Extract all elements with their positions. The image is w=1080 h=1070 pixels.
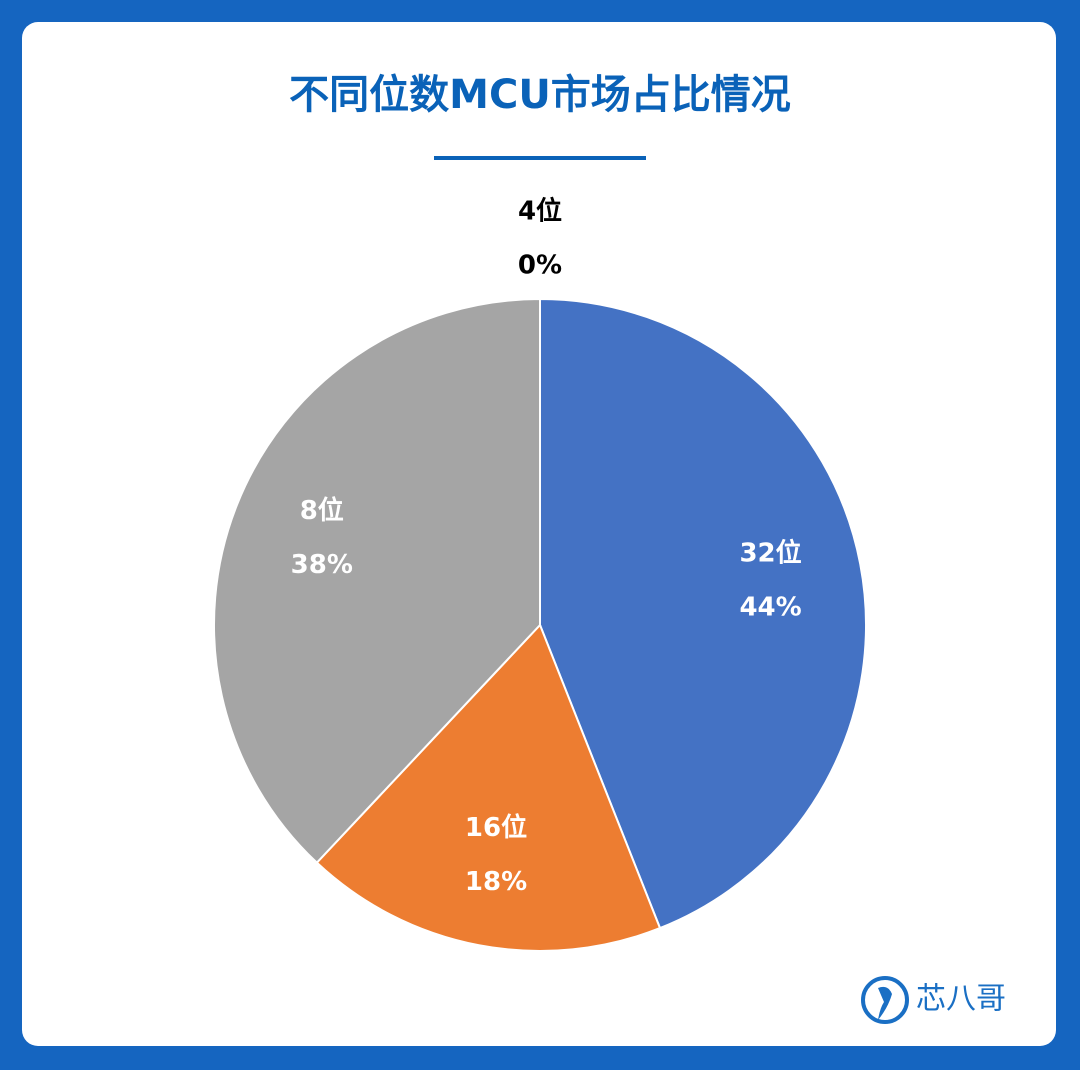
slice-category-label: 32位 [739,538,801,569]
pie-slice [539,297,867,930]
slice-value-label: 0% [518,251,562,281]
logo-bird [878,986,892,1020]
slice-category-label: 8位 [300,495,344,526]
slice-value-label: 18% [465,867,527,897]
slice-value-label: 44% [739,593,801,623]
logo-circle [861,976,909,1024]
slice-value-label: 38% [291,550,353,580]
pie-slice [213,297,541,865]
slice-category-label: 4位 [518,196,562,227]
brand-logo: 芯八哥 [861,976,1006,1024]
slice-category-label: 16位 [465,812,527,843]
chart-title: 不同位数MCU市场占比情况 [289,72,791,118]
pie-slice [315,623,662,952]
title-underline [434,156,646,160]
brand-name: 芯八哥 [916,982,1006,1017]
